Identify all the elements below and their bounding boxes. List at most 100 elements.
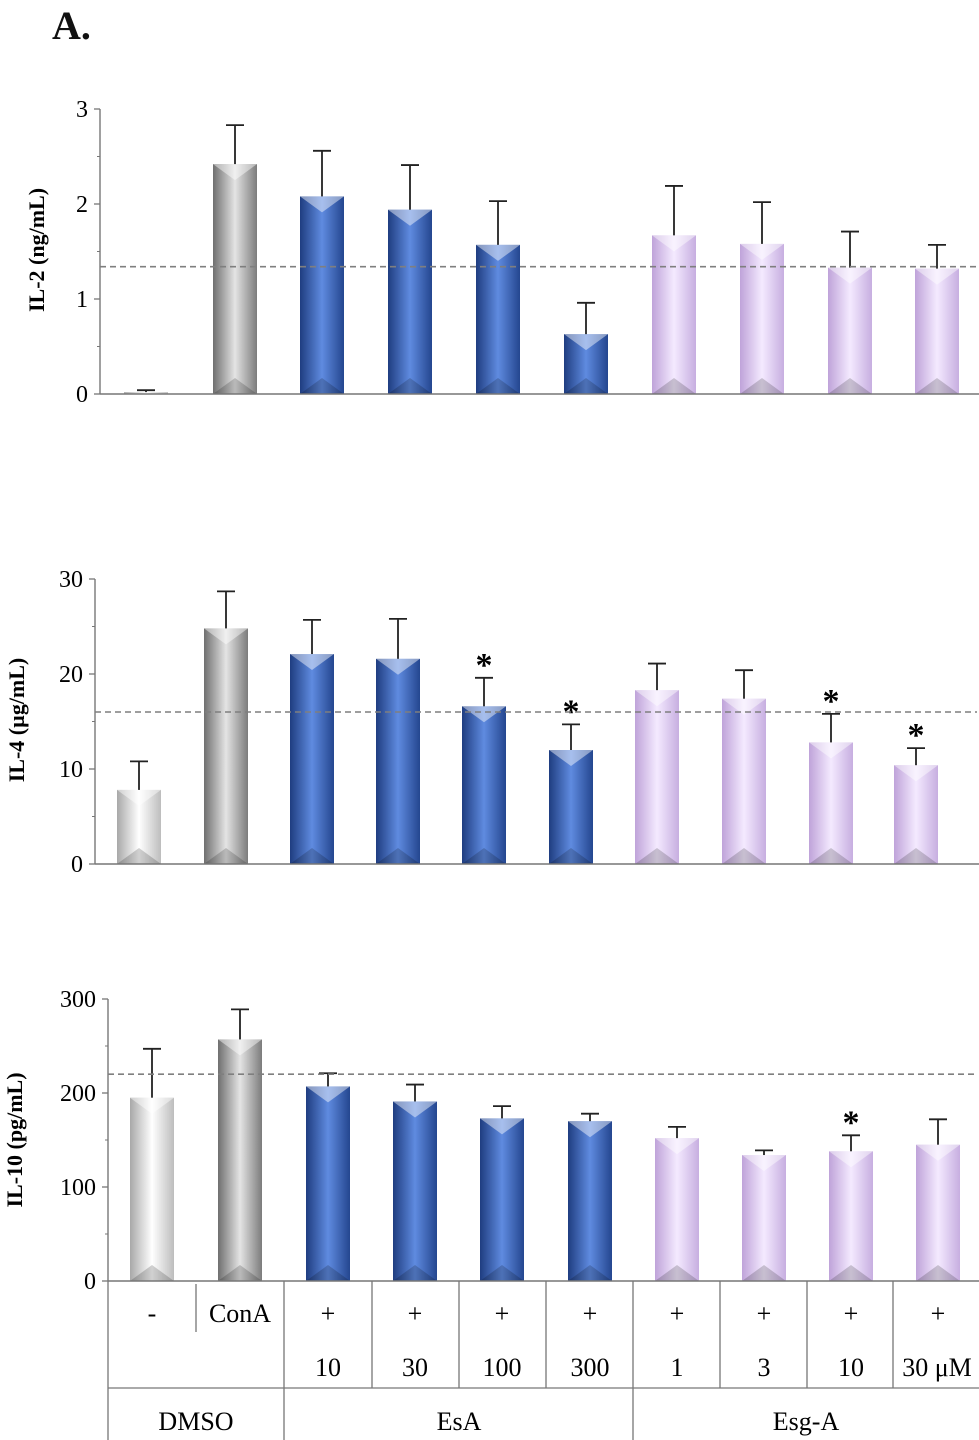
chart-il4-bar-body [376, 658, 420, 864]
chart-il10-bar [130, 1047, 174, 1281]
chart-il2-bar-body [652, 235, 696, 394]
chart-il2-bar-bevel-bottom [740, 378, 784, 394]
chart-il10-bar-bevel-top [306, 1086, 350, 1103]
chart-il10-ylabel: IL-10 (pg/mL) [2, 1072, 27, 1207]
chart-il10-bar-body [306, 1086, 350, 1281]
chart-il2-bar [213, 124, 257, 394]
table-cell-stimulus: + [844, 1299, 859, 1328]
chart-il2-bar-bevel-top [213, 164, 257, 181]
table-group-label: DMSO [158, 1407, 233, 1436]
table-cell-stimulus: + [931, 1299, 946, 1328]
chart-il2-ylabel: IL-2 (ng/mL) [24, 188, 49, 312]
chart-il10-bars: * [130, 1008, 960, 1281]
chart-il4-bar-bevel-bottom [549, 848, 593, 864]
chart-il2-bar [476, 200, 520, 394]
chart-il10-bar-bevel-top [742, 1155, 786, 1172]
chart-il10-bar-bevel-bottom [218, 1265, 262, 1281]
chart-il10-bar [742, 1149, 786, 1281]
chart-il10-y-tick-label: 300 [60, 987, 96, 1013]
chart-il4-bar-body [462, 706, 506, 864]
chart-il4-bars: * * * * [117, 590, 938, 864]
chart-il4-bar-body [117, 789, 161, 864]
chart-il10-y-tick-label: 0 [84, 1269, 96, 1295]
chart-il4-y-tick-label: 20 [59, 662, 83, 688]
chart-il4-bar-bevel-bottom [462, 848, 506, 864]
chart-il2-bar-bevel-bottom [564, 378, 608, 394]
chart-il2: IL-2 (ng/mL) 0 1 2 3 [24, 97, 979, 408]
chart-il4-bar: * [462, 647, 506, 864]
chart-il2-bar-bevel-top [300, 196, 344, 213]
table-group-label: EsA [437, 1407, 482, 1436]
chart-il2-bar-bevel-bottom [213, 378, 257, 394]
chart-il10-bar-bevel-bottom [130, 1265, 174, 1281]
chart-il2-bar-bevel-top [564, 334, 608, 351]
chart-il4-significance-star: * [476, 647, 493, 684]
chart-il4-bar-bevel-bottom [722, 848, 766, 864]
chart-il2-y-tick-label: 3 [76, 97, 88, 123]
chart-il10-bar-body [568, 1121, 612, 1281]
chart-il4-bar-bevel-top [894, 765, 938, 782]
chart-il4-bar-bevel-bottom [117, 848, 161, 864]
chart-il2-bar-bevel-bottom [915, 378, 959, 394]
chart-il4-bar-bevel-bottom [376, 848, 420, 864]
chart-il10-bar-bevel-top [829, 1151, 873, 1168]
chart-il10-significance-star: * [843, 1104, 860, 1141]
chart-il4-y-tick-label: 0 [71, 852, 83, 878]
chart-il2-bar-body [213, 164, 257, 394]
chart-il10-bar-bevel-top [568, 1121, 612, 1138]
chart-il10-bar-bevel-top [655, 1138, 699, 1155]
chart-il2-y-tick-label: 0 [76, 382, 88, 408]
chart-il2-bar [124, 389, 168, 395]
table-cell-concentration: 1 [671, 1353, 684, 1382]
chart-il10-bar-bevel-top [130, 1097, 174, 1114]
chart-il2-bar-body [740, 243, 784, 394]
chart-il2-bar-bevel-bottom [828, 378, 872, 394]
chart-il10-bar-bevel-bottom [480, 1265, 524, 1281]
chart-il4-significance-star: * [823, 683, 840, 720]
chart-il4-bar-bevel-bottom [204, 848, 248, 864]
chart-il4-bar [635, 662, 679, 864]
chart-il4-bar-bevel-bottom [894, 848, 938, 864]
chart-il2-bars [124, 124, 959, 395]
table-cell-stimulus: ConA [209, 1299, 271, 1328]
chart-il10-bar-body [393, 1101, 437, 1281]
chart-il10-bar-bevel-top [480, 1118, 524, 1135]
panel-label: A. [52, 3, 91, 48]
chart-il10-bar [916, 1118, 960, 1281]
chart-il10-bar-bevel-bottom [655, 1265, 699, 1281]
chart-il4-bar [722, 669, 766, 864]
chart-il10-bar [218, 1008, 262, 1281]
chart-il10: IL-10 (pg/mL) 0 100 200 300 * [2, 987, 979, 1295]
table-cell-stimulus: - [148, 1299, 157, 1328]
chart-il10-y-tick-label: 100 [60, 1175, 96, 1201]
chart-il2-bar-bevel-top [388, 209, 432, 226]
chart-il4-bar-body [894, 765, 938, 864]
table-cell-concentration: 100 [483, 1353, 522, 1382]
chart-il10-bar-bevel-bottom [916, 1265, 960, 1281]
chart-il4-bar [117, 760, 161, 864]
chart-il4-bar-bevel-top [722, 698, 766, 715]
chart-il4-bar-bevel-top [549, 750, 593, 766]
chart-il4-bar-bevel-bottom [635, 848, 679, 864]
chart-il2-bar-bevel-bottom [300, 378, 344, 394]
chart-il2-bar [564, 301, 608, 394]
chart-il2-bar-body [124, 392, 168, 395]
chart-il10-bar-bevel-bottom [829, 1265, 873, 1281]
chart-il10-bar [306, 1072, 350, 1281]
chart-il4-bar-bevel-bottom [809, 848, 853, 864]
chart-il2-bar-body [300, 196, 344, 394]
chart-il2-y-ticks: 0 1 2 3 [76, 97, 100, 408]
chart-il10-bar-body [130, 1097, 174, 1281]
chart-il2-y-tick-label: 2 [76, 192, 88, 218]
treatment-table: - ConA + + + + + + + + 10 30 100 300 1 3 10 30 μM DMSO Es… [107, 1281, 979, 1440]
chart-il4: IL-4 (µg/mL) 0 10 20 30 * * * * [4, 567, 979, 878]
chart-il10-bar-body [829, 1151, 873, 1281]
chart-il2-bar [300, 149, 344, 394]
table-row-stimulus: - ConA + + + + + + + + [148, 1299, 946, 1328]
chart-il10-y-tick-label: 200 [60, 1081, 96, 1107]
chart-il4-bar-bevel-bottom [290, 848, 334, 864]
chart-il4-bar-body [204, 628, 248, 864]
chart-il4-bar: * [894, 717, 938, 864]
chart-il2-bar-bevel-top [915, 268, 959, 285]
chart-il2-bar-bevel-top [828, 267, 872, 284]
